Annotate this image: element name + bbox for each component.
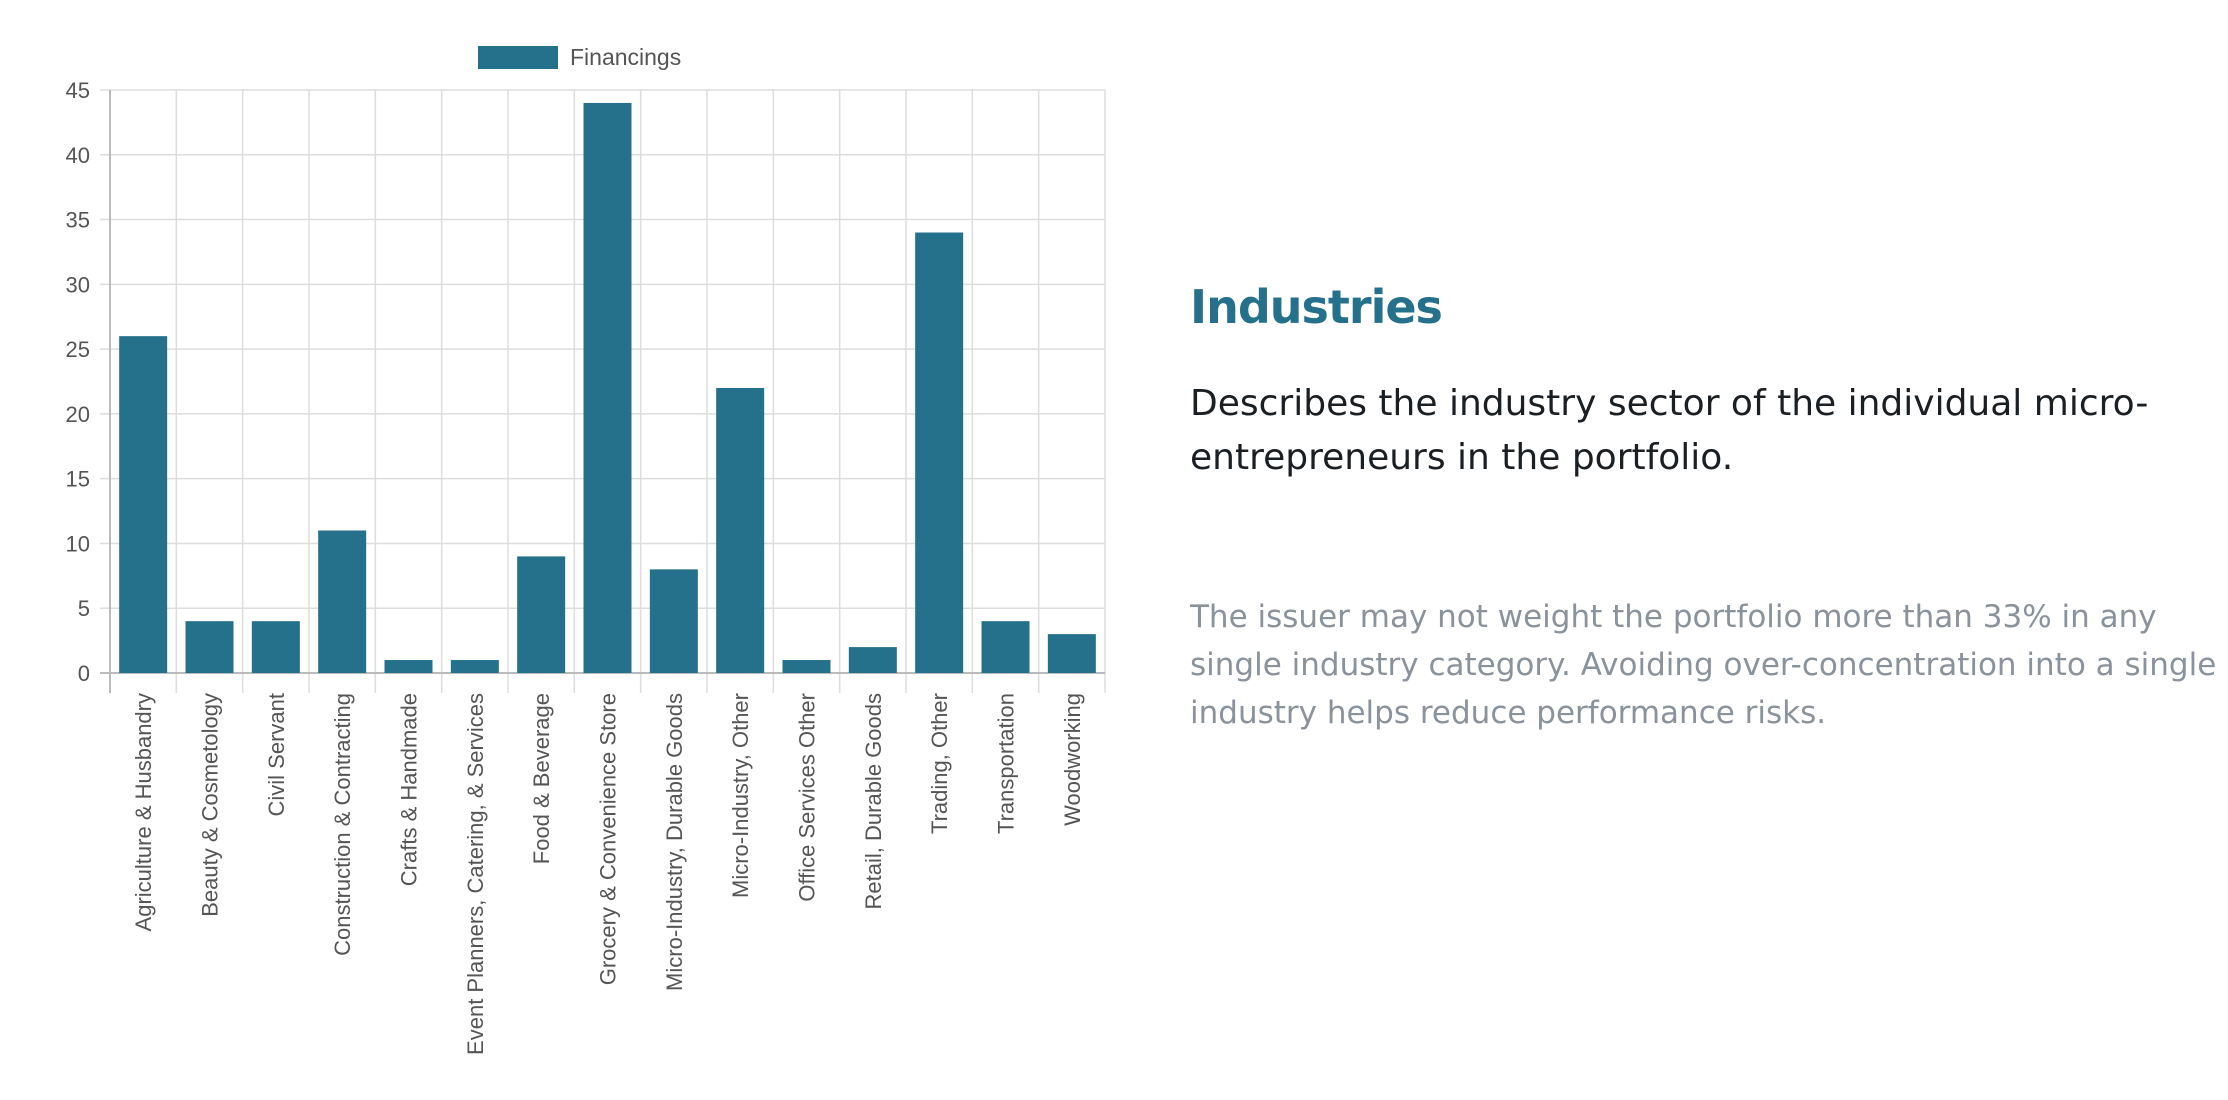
x-tick-label: Construction & Contracting — [330, 693, 355, 956]
x-tick-label: Civil Servant — [264, 693, 289, 816]
section-title: Industries — [1190, 280, 1443, 334]
y-tick-label: 5 — [78, 596, 90, 621]
x-tick-label: Micro-Industry, Durable Goods — [662, 693, 687, 991]
bar-transportation[interactable] — [981, 621, 1030, 673]
y-tick-label: 20 — [66, 402, 90, 427]
bar-retail-durable-goods[interactable] — [848, 647, 897, 673]
bar-woodworking[interactable] — [1047, 634, 1096, 673]
x-tick-label: Retail, Durable Goods — [861, 693, 886, 909]
bar-grocery-convenience-store[interactable] — [583, 102, 632, 673]
y-axis-labels: 0 5 10 15 20 25 30 35 40 45 — [66, 78, 90, 686]
bar-trading-other[interactable] — [915, 232, 964, 673]
section-description: Describes the industry sector of the ind… — [1190, 383, 2149, 479]
section-note: The issuer may not weight the portfolio … — [1190, 599, 2217, 732]
x-tick-label: Woodworking — [1060, 693, 1085, 826]
x-tick-label: Micro-Industry, Other — [728, 693, 753, 898]
x-tick-label: Beauty & Cosmetology — [198, 693, 223, 917]
bar-civil-servant[interactable] — [251, 621, 300, 673]
bar-crafts-handmade[interactable] — [384, 660, 433, 673]
x-tick-label: Trading, Other — [927, 693, 952, 834]
legend-swatch — [478, 46, 558, 69]
y-tick-label: 10 — [66, 531, 90, 556]
x-tick-label: Office Services Other — [795, 693, 820, 902]
y-tick-label: 15 — [66, 467, 90, 492]
x-tick-label: Grocery & Convenience Store — [596, 693, 621, 985]
industry-bar-chart: 0 5 10 15 20 25 30 35 40 45 Agriculture & Husband… — [66, 44, 1106, 1055]
x-tick-label: Event Planners, Catering, & Services — [463, 693, 488, 1055]
bar-micro-industry-other[interactable] — [716, 387, 765, 673]
y-tick-label: 25 — [66, 337, 90, 362]
chart-legend[interactable]: Financings — [478, 44, 681, 70]
y-tick-label: 0 — [78, 661, 90, 686]
bar-construction-contracting[interactable] — [318, 530, 367, 673]
bar-beauty-cosmetology[interactable] — [185, 621, 234, 673]
bar-office-services-other[interactable] — [782, 660, 831, 673]
y-tick-label: 35 — [66, 208, 90, 233]
x-tick-label: Food & Beverage — [529, 693, 554, 864]
legend-label: Financings — [570, 44, 681, 70]
chart-bars — [119, 102, 1096, 673]
bar-micro-industry-durable-goods[interactable] — [649, 569, 698, 673]
y-tick-label: 45 — [66, 78, 90, 103]
bar-agriculture-husbandry[interactable] — [119, 336, 168, 673]
bar-food-beverage[interactable] — [517, 556, 566, 673]
x-axis-labels: Agriculture & Husbandry Beauty & Cosmetol… — [131, 693, 1085, 1055]
bar-event-planners-catering-services[interactable] — [450, 660, 499, 673]
x-tick-label: Crafts & Handmade — [397, 693, 422, 886]
y-tick-label: 40 — [66, 143, 90, 168]
y-tick-label: 30 — [66, 272, 90, 297]
x-tick-label: Transportation — [994, 693, 1019, 834]
chart-grid — [100, 89, 1106, 693]
x-tick-label: Agriculture & Husbandry — [131, 693, 156, 931]
info-panel: Industries Describes the industry sector… — [1190, 280, 2220, 737]
